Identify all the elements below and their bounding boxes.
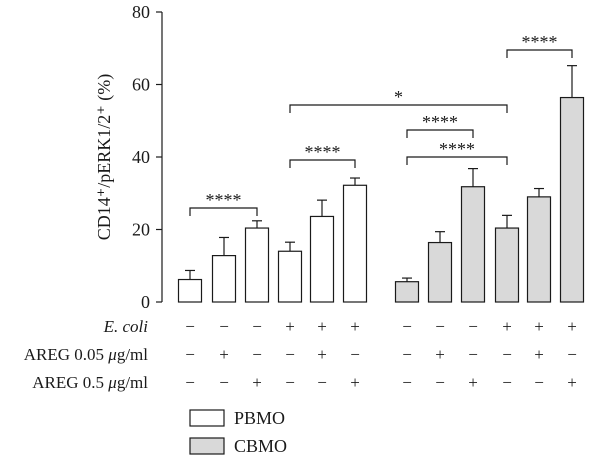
condition-label-mu: μ (107, 373, 117, 392)
significance-label: **** (422, 112, 458, 132)
condition-sign: − (402, 317, 412, 336)
significance-bracket (289, 104, 508, 113)
condition-sign: − (219, 373, 229, 392)
bar-pbmo (244, 227, 270, 303)
condition-label-areg: AREG 0.5 μg/ml (32, 373, 148, 392)
condition-sign: − (185, 373, 195, 392)
condition-sign: − (502, 345, 512, 364)
bar-cbmo (394, 281, 420, 303)
condition-sign: − (402, 373, 412, 392)
condition-sign: + (567, 317, 577, 336)
legend-swatch (189, 437, 225, 455)
significance-label: **** (522, 32, 558, 52)
condition-sign: + (502, 317, 512, 336)
significance-bracket (406, 156, 508, 165)
bar-pbmo (277, 250, 303, 303)
y-tick-label: 20 (132, 220, 150, 240)
condition-sign: − (468, 317, 478, 336)
condition-sign: + (317, 345, 327, 364)
condition-sign: − (185, 345, 195, 364)
condition-sign: − (502, 373, 512, 392)
condition-sign: + (252, 373, 262, 392)
condition-sign: − (252, 317, 262, 336)
significance-bracket (289, 159, 356, 168)
bar-cbmo (559, 96, 585, 303)
condition-sign: − (185, 317, 195, 336)
condition-sign: − (350, 345, 360, 364)
condition-label-areg: AREG 0.05 μg/ml (24, 345, 149, 364)
condition-sign: − (435, 317, 445, 336)
bar-cbmo (526, 196, 552, 303)
significance-bracket (506, 49, 573, 58)
y-tick-label: 40 (132, 147, 150, 167)
bar-pbmo (177, 278, 203, 303)
condition-sign: + (350, 317, 360, 336)
bar-pbmo (342, 184, 368, 303)
bar-cbmo (460, 186, 486, 303)
condition-sign: − (252, 345, 262, 364)
legend-label: PBMO (234, 408, 285, 428)
condition-sign: + (219, 345, 229, 364)
y-tick-label: 0 (141, 292, 150, 312)
y-tick-label: 60 (132, 75, 150, 95)
condition-sign: − (567, 345, 577, 364)
bar-cbmo (494, 227, 520, 303)
condition-sign: + (317, 317, 327, 336)
significance-label: **** (206, 190, 242, 210)
significance-label: **** (439, 139, 475, 159)
condition-sign: − (219, 317, 229, 336)
legend-label: CBMO (234, 436, 287, 456)
condition-sign: + (567, 373, 577, 392)
significance-bracket (406, 129, 474, 138)
y-axis-label: CD14⁺/pERK1/2⁺ (%) (94, 74, 115, 241)
condition-sign: − (534, 373, 544, 392)
condition-sign: + (435, 345, 445, 364)
condition-sign: − (435, 373, 445, 392)
significance-bracket (189, 207, 258, 216)
condition-label-ecoli: E. coli (103, 317, 149, 336)
condition-sign: + (285, 317, 295, 336)
condition-sign: − (285, 373, 295, 392)
condition-sign: − (402, 345, 412, 364)
condition-label-mu: μ (107, 345, 117, 364)
legend-swatch (189, 409, 225, 427)
condition-label-unit: g/ml (117, 345, 148, 364)
condition-label-unit: g/ml (117, 373, 148, 392)
condition-sign: + (350, 373, 360, 392)
bar-pbmo (211, 255, 237, 303)
condition-label-prefix: AREG 0.05 (24, 345, 109, 364)
condition-sign: + (468, 373, 478, 392)
y-tick-label: 80 (132, 2, 150, 22)
condition-sign: + (534, 345, 544, 364)
condition-sign: − (317, 373, 327, 392)
condition-sign: − (285, 345, 295, 364)
bar-pbmo (309, 215, 335, 303)
significance-label: **** (305, 142, 341, 162)
bar-cbmo (427, 241, 453, 303)
condition-sign: − (468, 345, 478, 364)
condition-label-prefix: AREG 0.5 (32, 373, 108, 392)
condition-sign: + (534, 317, 544, 336)
significance-label: * (394, 87, 403, 107)
